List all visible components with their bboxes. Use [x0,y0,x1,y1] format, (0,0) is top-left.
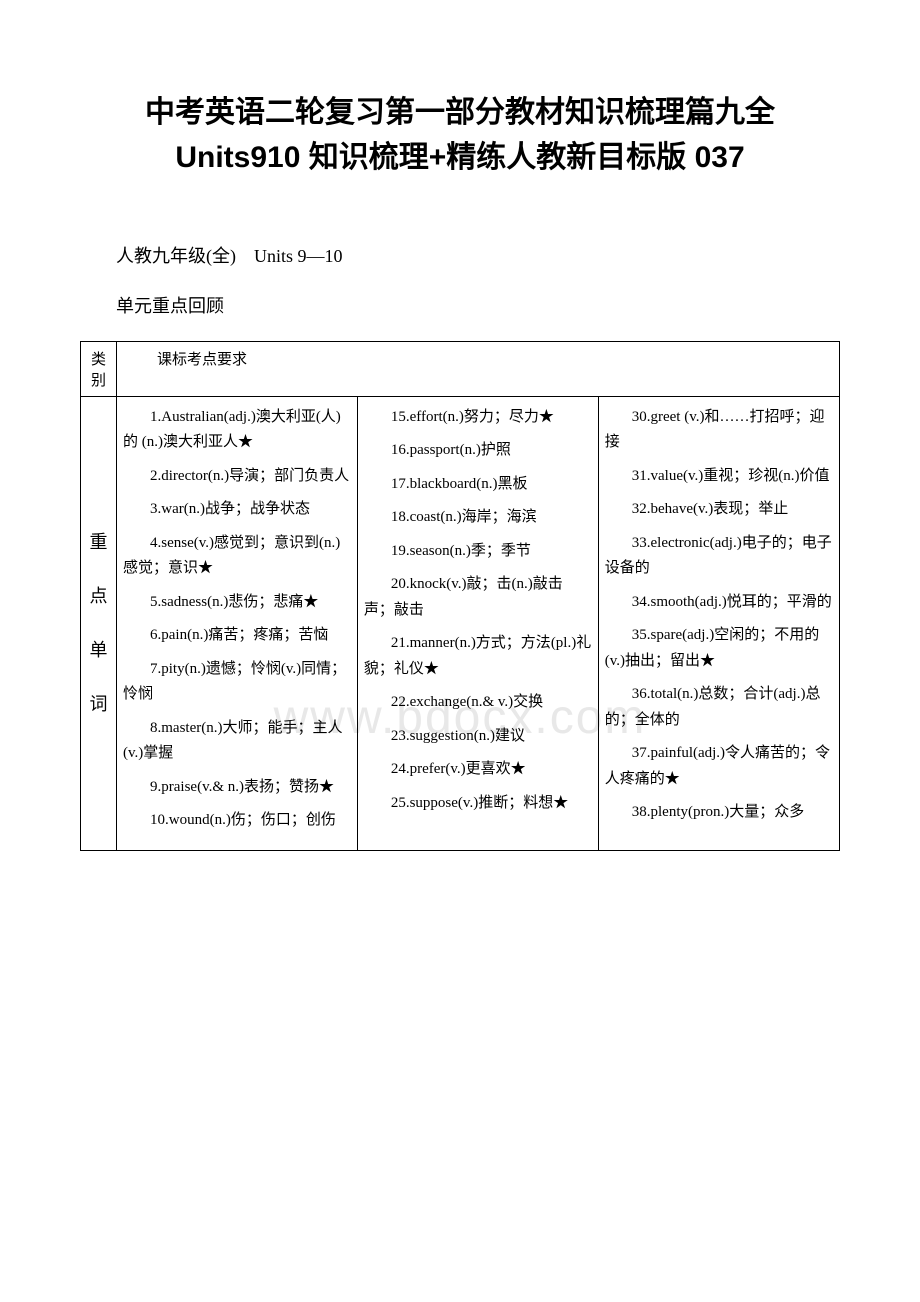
vocab-item: 8.master(n.)大师；能手；主人(v.)掌握 [123,716,351,767]
vocab-item: 34.smooth(adj.)悦耳的；平滑的 [605,590,833,616]
vocab-item: 33.electronic(adj.)电子的；电子设备的 [605,531,833,582]
vocab-item: 10.wound(n.)伤；伤口；创伤 [123,808,351,834]
category-char-2: 点 [90,569,108,623]
category-char-4: 词 [90,677,108,731]
vocab-item: 21.manner(n.)方式；方法(pl.)礼貌；礼仪★ [364,631,592,682]
category-char-1: 重 [90,515,108,569]
vocab-item: 38.plenty(pron.)大量；众多 [605,800,833,826]
document-content: 中考英语二轮复习第一部分教材知识梳理篇九全 Units910 知识梳理+精练人教… [80,90,840,851]
vocab-item: 4.sense(v.)感觉到；意识到(n.)感觉；意识★ [123,531,351,582]
vocab-item: 23.suggestion(n.)建议 [364,724,592,750]
vocab-item: 20.knock(v.)敲；击(n.)敲击声；敲击 [364,572,592,623]
header-spec: 课标考点要求 [117,341,840,396]
category-char-3: 单 [90,623,108,677]
header-category: 类别 [81,341,117,396]
vocab-item: 24.prefer(v.)更喜欢★ [364,757,592,783]
category-label-wrapper: 重 点 单 词 [85,515,112,731]
vocab-item: 17.blackboard(n.)黑板 [364,472,592,498]
vocab-item: 2.director(n.)导演；部门负责人 [123,464,351,490]
table-header-row: 类别 课标考点要求 [81,341,840,396]
vocab-item: 25.suppose(v.)推断；料想★ [364,791,592,817]
vocab-item: 3.war(n.)战争；战争状态 [123,497,351,523]
vocab-column-1: 1.Australian(adj.)澳大利亚(人)的 (n.)澳大利亚人★ 2.… [117,396,358,850]
vocab-item: 16.passport(n.)护照 [364,438,592,464]
document-title: 中考英语二轮复习第一部分教材知识梳理篇九全 Units910 知识梳理+精练人教… [80,90,840,180]
vocab-item: 5.sadness(n.)悲伤；悲痛★ [123,590,351,616]
category-cell: 重 点 单 词 [81,396,117,850]
vocab-item: 6.pain(n.)痛苦；疼痛；苦恼 [123,623,351,649]
vocab-item: 19.season(n.)季；季节 [364,539,592,565]
vocab-item: 7.pity(n.)遗憾；怜悯(v.)同情；怜悯 [123,657,351,708]
vocab-item: 32.behave(v.)表现；举止 [605,497,833,523]
vocab-column-3: 30.greet (v.)和……打招呼；迎接 31.value(v.)重视；珍视… [598,396,839,850]
vocab-item: 31.value(v.)重视；珍视(n.)价值 [605,464,833,490]
vocab-item: 1.Australian(adj.)澳大利亚(人)的 (n.)澳大利亚人★ [123,405,351,456]
vocab-column-2: 15.effort(n.)努力；尽力★ 16.passport(n.)护照 17… [357,396,598,850]
vocab-item: 15.effort(n.)努力；尽力★ [364,405,592,431]
subtitle-grade: 人教九年级(全) Units 9—10 [80,240,840,272]
vocab-item: 37.painful(adj.)令人痛苦的；令人疼痛的★ [605,741,833,792]
vocab-item: 9.praise(v.& n.)表扬；赞扬★ [123,775,351,801]
vocab-item: 30.greet (v.)和……打招呼；迎接 [605,405,833,456]
vocabulary-table: 类别 课标考点要求 重 点 单 词 1.Australian(adj.)澳大利亚… [80,341,840,851]
vocab-item: 36.total(n.)总数；合计(adj.)总的；全体的 [605,682,833,733]
vocab-item: 35.spare(adj.)空闲的；不用的(v.)抽出；留出★ [605,623,833,674]
table-body-row: 重 点 单 词 1.Australian(adj.)澳大利亚(人)的 (n.)澳… [81,396,840,850]
subtitle-review: 单元重点回顾 [80,290,840,322]
vocab-item: 18.coast(n.)海岸；海滨 [364,505,592,531]
vocab-item: 22.exchange(n.& v.)交换 [364,690,592,716]
